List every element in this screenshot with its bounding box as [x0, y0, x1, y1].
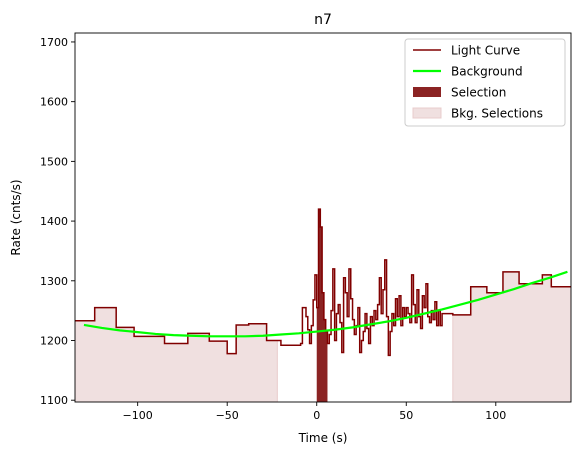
background-fit-line: [83, 270, 568, 338]
plot-content: [75, 208, 571, 402]
y-axis-label: Rate (cnts/s): [9, 179, 23, 255]
chart-title: n7: [314, 12, 332, 28]
x-tick-label: 100: [485, 409, 506, 422]
legend-box: [404, 38, 566, 127]
x-tick-label: 0: [313, 409, 320, 422]
y-tick-label: 1200: [40, 335, 68, 348]
axis-ticks: −100 −50 0 50 100 1100 1200 1300 1400 1500 1600 170…: [40, 36, 506, 422]
plot-area: [75, 208, 571, 402]
legend-entry-label: Selection: [451, 86, 506, 100]
y-tick-label: 1500: [40, 155, 68, 168]
legend-entry-label: Background: [451, 65, 523, 79]
y-tick-label: 1100: [40, 394, 68, 407]
x-tick-label: −100: [123, 409, 153, 422]
x-axis-label: Time (s): [298, 431, 348, 445]
y-tick-label: 1600: [40, 96, 68, 109]
light-curve-line: [75, 208, 571, 357]
x-tick-label: 50: [399, 409, 413, 422]
y-tick-label: 1700: [40, 36, 68, 49]
bkg-selection-region-1: [75, 307, 278, 402]
legend-swatch-patch: [413, 87, 441, 97]
legend-entry-label: Bkg. Selections: [451, 107, 543, 121]
legend-entry-label: Light Curve: [451, 44, 520, 58]
legend: Light Curve Background Selection Bkg. Selec…: [404, 38, 566, 127]
x-tick-label: −50: [216, 409, 239, 422]
legend-swatch-patch: [412, 107, 442, 119]
selection-region: [316, 209, 328, 402]
axes-frame: [74, 32, 572, 403]
y-tick-label: 1400: [40, 215, 68, 228]
y-tick-label: 1300: [40, 275, 68, 288]
